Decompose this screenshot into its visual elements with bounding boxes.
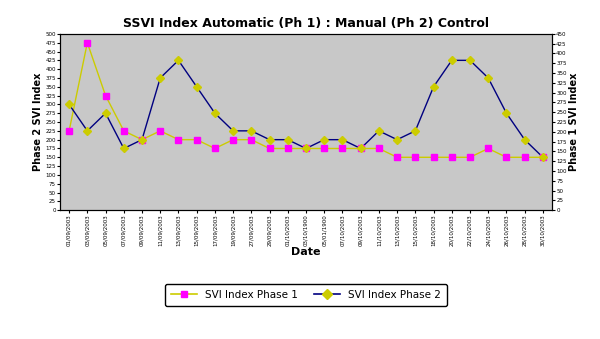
Y-axis label: Phase 1 SVI Index: Phase 1 SVI Index [569, 73, 580, 171]
Y-axis label: Phase 2 SVI Index: Phase 2 SVI Index [32, 73, 43, 171]
X-axis label: Date: Date [291, 247, 321, 258]
Legend: SVI Index Phase 1, SVI Index Phase 2: SVI Index Phase 1, SVI Index Phase 2 [164, 284, 448, 306]
Title: SSVI Index Automatic (Ph 1) : Manual (Ph 2) Control: SSVI Index Automatic (Ph 1) : Manual (Ph… [123, 17, 489, 30]
